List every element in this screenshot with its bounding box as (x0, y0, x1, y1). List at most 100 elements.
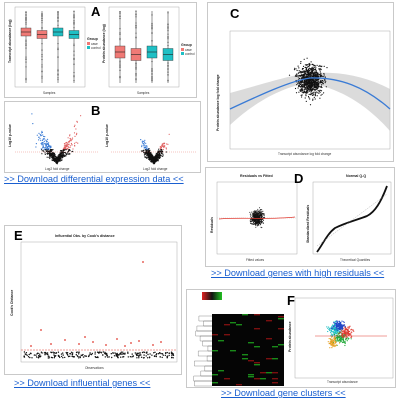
volcano-point (42, 143, 44, 145)
cluster-point (346, 334, 348, 336)
cluster-point (339, 330, 341, 332)
volcano-point (160, 152, 162, 154)
volcano-point (158, 152, 160, 154)
scatter-point (305, 95, 307, 97)
cook-point (53, 357, 55, 359)
volcano-point (50, 153, 52, 155)
cluster-point (332, 338, 334, 340)
box-outlier (57, 70, 59, 72)
download-clusters-link[interactable]: >> Download gene clusters << (221, 388, 346, 398)
scatter-point (315, 89, 317, 91)
cluster-point (351, 336, 353, 338)
volcano-point (155, 156, 157, 158)
volcano-point (144, 144, 146, 146)
heatmap-cell (236, 324, 242, 326)
panel-d-letter: D (294, 171, 304, 186)
cluster-point (339, 324, 341, 326)
heatmap-cell (278, 318, 284, 320)
cook-point (149, 353, 151, 355)
cluster-point (345, 331, 347, 333)
scatter-point (306, 84, 308, 86)
panel-a-legend-control-right: control (185, 52, 195, 56)
residual-point (259, 214, 260, 216)
scatter-point (316, 83, 318, 85)
cluster-point (339, 328, 341, 330)
scatter-point (299, 83, 301, 85)
volcano-point (67, 137, 69, 139)
scatter-point (314, 86, 316, 88)
residual-point (258, 215, 260, 217)
cook-point (113, 355, 116, 357)
heatmap-cell (242, 314, 248, 316)
scatter-point (320, 76, 322, 78)
volcano-point (80, 115, 82, 117)
volcano-point (68, 147, 70, 149)
heatmap-cell (266, 358, 272, 360)
volcano-point (160, 149, 162, 151)
download-residuals-link[interactable]: >> Download genes with high residuals << (211, 268, 385, 278)
scatter-point (307, 84, 309, 86)
volcano-point (41, 139, 44, 141)
heatmap-cell (248, 360, 254, 362)
cook-point (59, 356, 61, 359)
box-outlier (151, 25, 153, 27)
cook-point (62, 354, 64, 356)
cluster-point (327, 327, 329, 329)
panel-f: Protein abundance Transcript abundance F (186, 289, 396, 388)
box-outlier (151, 75, 153, 78)
cook-point (148, 357, 151, 359)
panel-e-plot (20, 241, 178, 363)
volcano-point (62, 154, 64, 157)
scatter-point (297, 87, 299, 89)
scatter-point (314, 81, 317, 83)
panel-d-left-xlabel: Fitted values (246, 258, 265, 262)
scatter-point (306, 66, 308, 68)
cluster-point (330, 339, 332, 341)
residual-point (255, 222, 257, 224)
cook-point (95, 356, 97, 359)
cluster-point (342, 330, 344, 332)
scatter-point (303, 70, 305, 72)
cluster-point (350, 331, 352, 333)
cluster-point (332, 340, 334, 342)
cluster-point (338, 342, 341, 344)
heatmap-cell (212, 334, 218, 336)
panel-f-xlabel: Transcript abundance (327, 380, 358, 384)
scatter-point (320, 80, 322, 82)
cook-point (82, 356, 85, 358)
cook-point (37, 357, 40, 359)
cluster-point (342, 333, 344, 335)
volcano-point (146, 145, 148, 147)
cook-point (58, 355, 60, 357)
volcano-point (156, 158, 158, 161)
scatter-point (294, 67, 296, 69)
scatter-point (295, 68, 297, 70)
volcano-point (145, 156, 147, 159)
scatter-point (302, 89, 304, 91)
scatter-point (317, 92, 319, 94)
volcano-point (159, 153, 161, 155)
cook-outlier (138, 340, 140, 342)
scatter-point (320, 72, 322, 74)
volcano-point (44, 148, 46, 150)
scatter-point (324, 79, 326, 81)
download-influential-link[interactable]: >> Download influential genes << (14, 378, 151, 388)
volcano-point (73, 125, 75, 128)
scatter-point (311, 70, 313, 72)
scatter-point (304, 88, 307, 90)
residual-point (250, 214, 252, 216)
cook-point (171, 354, 173, 356)
cook-point (29, 356, 31, 359)
scatter-point (301, 85, 303, 87)
box-outlier (167, 37, 169, 39)
volcano-point (69, 145, 71, 147)
scatter-point (305, 70, 307, 72)
box-outlier (135, 26, 137, 28)
download-differential-link[interactable]: >> Download differential expression data… (4, 174, 184, 184)
cluster-point (330, 344, 332, 346)
residual-point (262, 210, 264, 212)
cluster-point (330, 328, 332, 330)
box-outlier (167, 30, 169, 32)
volcano-point (76, 132, 78, 134)
scatter-point (302, 73, 305, 75)
